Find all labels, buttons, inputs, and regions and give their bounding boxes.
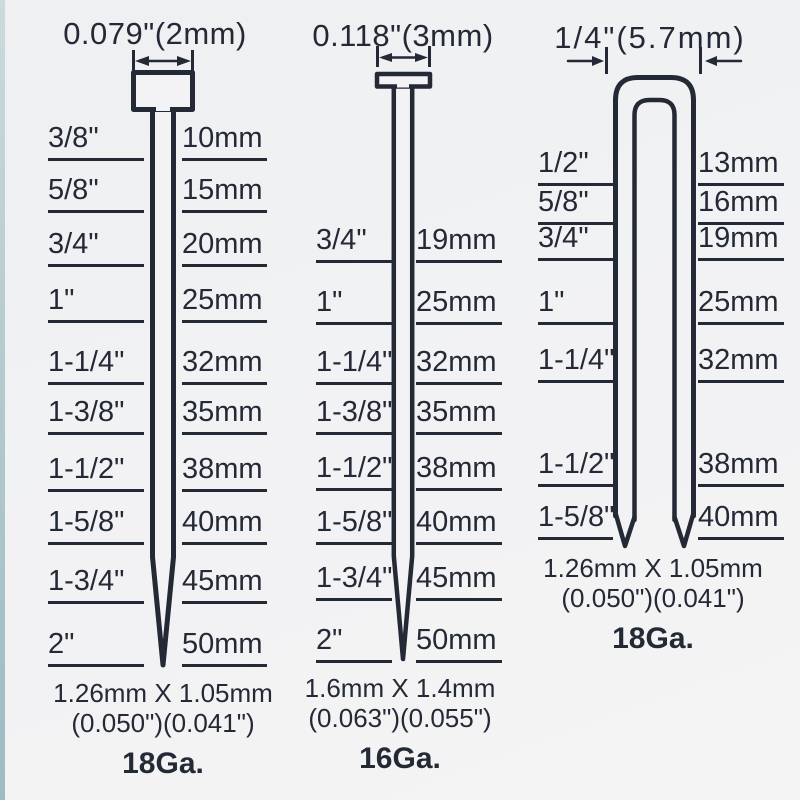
brad-nail-head (131, 70, 195, 112)
length-metric: 20mm (182, 222, 267, 267)
staple-figure (566, 47, 743, 549)
crown-width-label: 1/4"(5.7mm) (554, 20, 746, 55)
gauge-label: 18Ga. (122, 747, 204, 780)
length-metric: 16mm (698, 180, 784, 225)
gauge-label: 16Ga. (359, 742, 441, 775)
length-metric: 40mm (182, 500, 267, 545)
length-metric: 32mm (182, 340, 267, 385)
length-metric: 50mm (182, 622, 267, 667)
length-imperial: 1-3/4" (48, 559, 144, 604)
staple-left-point (613, 510, 637, 549)
dimension-ticks (132, 50, 194, 71)
arrowhead-inward-right (705, 56, 717, 66)
head-width-label: 0.118"(3mm) (312, 18, 494, 53)
gauge-label: 18Ga. (612, 622, 694, 655)
length-imperial: 5/8" (538, 180, 613, 225)
finish-nail-shaft (391, 82, 415, 662)
length-metric: 19mm (698, 216, 784, 261)
length-metric: 45mm (416, 556, 502, 601)
arrowhead-left (135, 56, 149, 66)
wire-diameter-label: 1.6mm X 1.4mm (304, 673, 496, 703)
length-imperial: 1" (538, 280, 613, 325)
length-imperial: 1-5/8" (316, 500, 392, 545)
length-imperial: 1-3/8" (316, 390, 392, 435)
length-imperial: 3/4" (48, 222, 144, 267)
length-imperial: 1" (48, 278, 144, 323)
length-imperial: 3/8" (48, 116, 144, 161)
dimension-ticks (376, 46, 431, 67)
wire-spec-block: 1.26mm X 1.05mm (0.050")(0.041") 18Ga. (503, 553, 800, 657)
length-imperial: 1-1/2" (316, 446, 392, 491)
length-metric: 32mm (698, 338, 784, 383)
length-metric: 35mm (182, 390, 267, 435)
length-imperial: 1-1/4" (48, 340, 144, 385)
length-imperial: 1-1/2" (48, 447, 144, 492)
length-metric: 45mm (182, 559, 267, 604)
length-imperial: 2" (48, 622, 144, 667)
wire-diameter-label: 1.26mm X 1.05mm (53, 678, 273, 708)
photo-edge-tint (0, 0, 5, 800)
length-metric: 40mm (416, 500, 502, 545)
length-metric: 38mm (698, 442, 784, 487)
length-metric: 15mm (182, 168, 267, 213)
finish-nail-figure (374, 46, 433, 662)
length-metric: 32mm (416, 340, 502, 385)
staple-inner-edge (632, 97, 677, 523)
wire-diameter-inches-label: (0.050")(0.041") (71, 708, 255, 738)
wire-diameter-inches-label: (0.063")(0.055") (308, 703, 492, 733)
length-metric: 25mm (182, 278, 267, 323)
length-metric: 38mm (182, 447, 267, 492)
wire-diameter-inches-label: (0.050")(0.041") (561, 583, 745, 613)
length-imperial: 1-5/8" (538, 495, 614, 540)
length-imperial: 1-1/4" (316, 340, 392, 385)
length-imperial: 1-1/4" (538, 338, 614, 383)
brad-nail-shaft (150, 105, 176, 668)
length-metric: 25mm (698, 280, 784, 325)
length-imperial: 1" (316, 280, 392, 325)
staple-outer-edge (613, 75, 696, 519)
length-metric: 40mm (698, 495, 784, 540)
length-metric: 50mm (416, 618, 502, 663)
dimension-ticks (605, 47, 702, 74)
length-imperial: 2" (316, 618, 392, 663)
length-imperial: 3/4" (316, 218, 392, 263)
length-metric: 19mm (416, 218, 502, 263)
length-metric: 25mm (416, 280, 502, 325)
arrowhead-right (415, 53, 428, 62)
length-metric: 38mm (416, 446, 502, 491)
length-imperial: 1-5/8" (48, 500, 144, 545)
wire-spec-block: 1.6mm X 1.4mm (0.063")(0.055") 16Ga. (250, 673, 550, 777)
arrowhead-right (177, 56, 191, 66)
wire-diameter-label: 1.26mm X 1.05mm (543, 553, 763, 583)
length-imperial: 1-3/8" (48, 390, 144, 435)
length-metric: 10mm (182, 116, 267, 161)
brad-nail-figure (131, 50, 195, 668)
staple-right-point (672, 510, 696, 549)
arrowhead-left (379, 53, 392, 62)
length-imperial: 1/2" (538, 141, 613, 186)
length-metric: 35mm (416, 390, 502, 435)
arrowhead-inward-left (592, 56, 604, 66)
wire-spec-block: 1.26mm X 1.05mm (0.050")(0.041") 18Ga. (13, 678, 313, 782)
length-imperial: 1-1/2" (538, 442, 614, 487)
head-width-label: 0.079"(2mm) (63, 16, 247, 51)
length-imperial: 1-3/4" (316, 556, 392, 601)
length-metric: 13mm (698, 141, 784, 186)
length-imperial: 3/4" (538, 216, 613, 261)
length-imperial: 5/8" (48, 168, 144, 213)
